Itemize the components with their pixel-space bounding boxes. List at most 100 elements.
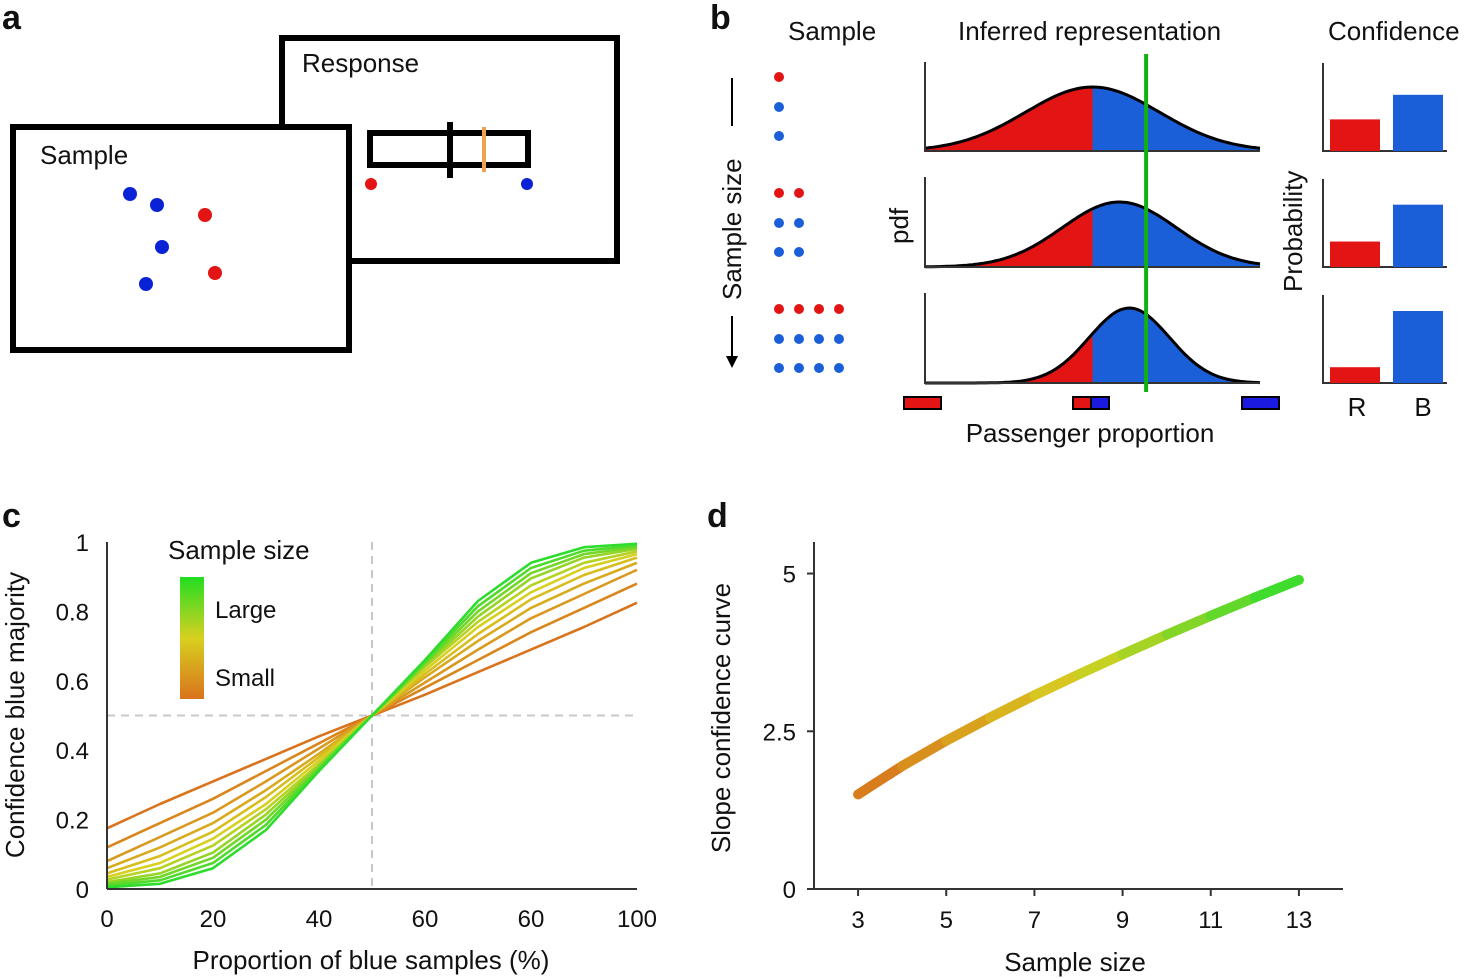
d-y-tick-label: 2.5	[763, 719, 796, 746]
sample-dot-blue	[794, 218, 804, 228]
c-x-tick-label: 60	[412, 906, 439, 933]
panel-d: d 02.55 3 5 7 9 11 13 Slope confidence curve …	[706, 497, 1343, 977]
probability-bar-b	[1393, 94, 1443, 151]
pdf-blue-area	[1092, 87, 1260, 151]
c-x-tick-label: 100	[617, 906, 657, 933]
sample-dot-blue	[794, 363, 804, 373]
sample-row	[774, 177, 1447, 269]
panel-b-rows	[774, 62, 1447, 385]
c-y-tick-label: 0.8	[56, 599, 89, 626]
pdf-red-area	[925, 87, 1093, 151]
sample-dot-red	[198, 208, 212, 222]
slope-curve-segment	[1249, 574, 1304, 603]
sample-row	[774, 62, 1447, 152]
c-y-tick-label: 1	[76, 530, 89, 557]
probability-bar-r	[1330, 241, 1380, 267]
probability-axis-label: Probability	[1278, 171, 1308, 292]
sample-dot-blue	[150, 198, 164, 212]
slider-blue-end-dot	[521, 178, 533, 190]
passenger-blue-bar	[1241, 396, 1280, 410]
sample-dot-blue	[774, 102, 784, 112]
sample-dot-blue	[123, 187, 137, 201]
d-x-tick-label: 9	[1116, 907, 1129, 934]
c-x-ticks: 0 20 40 60 60 100	[100, 906, 657, 933]
slope-curve-segment	[1205, 592, 1260, 621]
d-x-tick-label: 11	[1198, 907, 1223, 934]
passenger-mixed-red-bar	[1072, 396, 1092, 410]
pdf-axes	[924, 177, 1260, 268]
bar-label-r: R	[1348, 392, 1367, 422]
pdf-axes	[924, 62, 1260, 152]
legend-title: Sample size	[168, 535, 310, 565]
slope-curve-segment	[853, 761, 908, 800]
sample-dot-blue	[774, 218, 784, 228]
sample-dot-red	[794, 188, 804, 198]
sample-dot-blue	[834, 334, 844, 344]
d-x-tick-label: 3	[851, 907, 864, 934]
d-x-axis-label: Sample size	[1004, 947, 1146, 977]
slope-curve-segment	[1161, 610, 1216, 640]
sample-dot-blue	[774, 363, 784, 373]
probability-bar-r	[1330, 367, 1380, 383]
c-x-tick-label: 60	[518, 906, 545, 933]
d-x-tick-label: 13	[1286, 907, 1313, 934]
d-x-tick-label: 5	[940, 907, 953, 934]
sample-size-arrow-head	[726, 356, 738, 368]
d-y-ticks: 02.55	[763, 562, 814, 904]
column-title-inferred: Inferred representation	[958, 16, 1221, 46]
sample-dot-blue	[814, 363, 824, 373]
pdf-red-area	[925, 208, 1093, 267]
slope-curve-segment	[1073, 649, 1128, 680]
d-y-tick-label: 0	[783, 877, 796, 904]
confidence-curves	[106, 542, 638, 889]
d-y-tick-label: 5	[783, 562, 796, 589]
slope-curve-segment	[1117, 629, 1172, 660]
sample-dot-red	[834, 304, 844, 314]
sample-dot-blue	[834, 363, 844, 373]
pdf-axes	[924, 293, 1260, 384]
sample-size-axis-label: Sample size	[717, 158, 747, 300]
panel-b: b Sample Inferred representation Confide…	[710, 0, 1460, 448]
sample-dot-blue	[774, 131, 784, 141]
legend-large-label: Large	[215, 597, 276, 624]
slider-red-end-dot	[365, 178, 377, 190]
panel-c: c 0 0.2 0.4 0.6 0.8 1 0 20 40 60 60 100 Confidence…	[0, 497, 657, 975]
c-y-ticks: 0 0.2 0.4 0.6 0.8 1	[56, 530, 89, 904]
column-title-confidence: Confidence	[1328, 16, 1460, 46]
probability-bar-b	[1393, 204, 1443, 267]
panel-letter-c: c	[2, 497, 21, 535]
panel-letter-b: b	[710, 0, 731, 37]
bar-label-b: B	[1414, 392, 1431, 422]
c-y-tick-label: 0.2	[56, 808, 89, 835]
probability-bar-r	[1330, 119, 1380, 151]
sample-dot-red	[208, 266, 222, 280]
sample-dot-red	[794, 304, 804, 314]
sample-screen-label: Sample	[40, 140, 128, 170]
slope-curve-segment	[897, 735, 952, 771]
c-y-axis-label: Confidence blue majority	[0, 572, 30, 858]
pdf-blue-area	[1092, 202, 1260, 267]
slope-curve-segment	[1029, 669, 1084, 701]
c-x-axis-label: Proportion of blue samples (%)	[193, 945, 550, 975]
panel-letter-d: d	[707, 497, 728, 535]
c-x-tick-label: 20	[200, 906, 227, 933]
legend-small-label: Small	[215, 665, 275, 692]
sample-dot-red	[774, 304, 784, 314]
legend-colorbar	[180, 577, 204, 699]
passenger-mixed-blue-bar	[1090, 396, 1110, 410]
c-y-tick-label: 0.6	[56, 669, 89, 696]
response-screen-label: Response	[302, 48, 419, 78]
slope-curve-segment	[985, 690, 1040, 723]
sample-dot-blue	[794, 247, 804, 257]
sample-dot-blue	[774, 334, 784, 344]
slope-curve-segment	[941, 712, 996, 746]
sample-screen	[10, 124, 352, 353]
panel-letter-a: a	[2, 0, 22, 37]
c-y-tick-label: 0.4	[56, 738, 89, 765]
sample-dot-blue	[794, 334, 804, 344]
sample-dot-red	[774, 188, 784, 198]
sample-dot-red	[814, 304, 824, 314]
pdf-curve	[924, 85, 1261, 150]
probability-bar-b	[1393, 311, 1443, 383]
